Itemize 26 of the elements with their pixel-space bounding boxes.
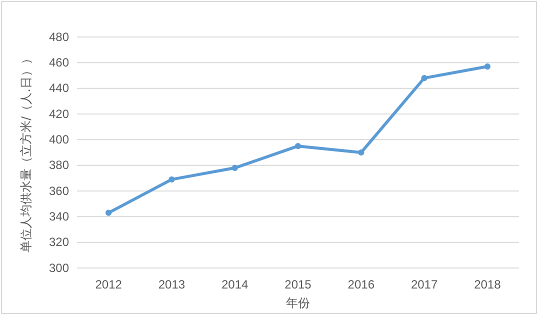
point	[421, 74, 428, 82]
y-axis-title: 单位人均供水量（立方米/（人.日））	[19, 52, 33, 252]
x-tick-label: 2013	[158, 278, 186, 292]
x-tick-label: 2015	[284, 278, 312, 292]
point	[484, 63, 491, 70]
point	[232, 164, 238, 171]
x-tick-label: 2018	[474, 278, 502, 292]
y-tick-label: 360	[48, 184, 70, 198]
point	[358, 149, 364, 156]
x-axis-title: 年份	[286, 296, 310, 310]
y-tick-label: 460	[48, 56, 70, 70]
y-tick-label: 420	[48, 106, 70, 121]
point	[294, 143, 302, 150]
x-tick-label: 2017	[410, 278, 438, 292]
y-tick-label: 300	[48, 260, 70, 275]
y-tick-label: 440	[48, 81, 70, 96]
x-tick-label: 2012	[95, 278, 122, 292]
y-tick-label: 320	[48, 235, 70, 250]
x-tick-label: 2014	[222, 278, 249, 292]
y-tick-label: 400	[48, 132, 70, 147]
y-tick-label: 340	[48, 210, 70, 224]
y-tick-label: 380	[48, 158, 70, 172]
y-tick-label: 480	[48, 30, 70, 44]
point	[105, 210, 112, 216]
x-tick-label: 2016	[348, 278, 375, 292]
point	[168, 176, 175, 183]
